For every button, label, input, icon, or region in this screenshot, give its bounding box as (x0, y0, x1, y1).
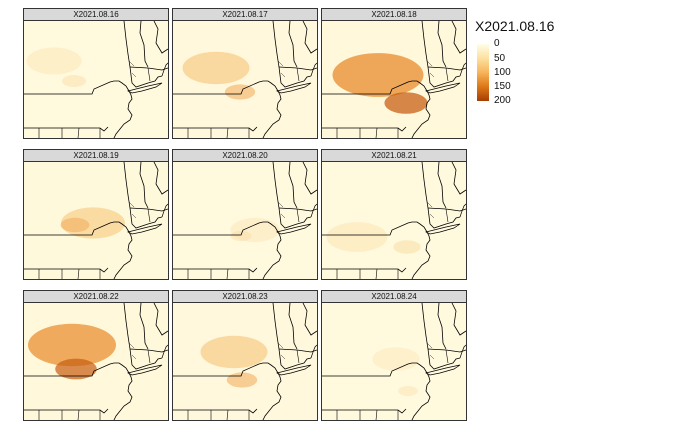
map-svg (322, 21, 466, 138)
map-area (321, 302, 467, 421)
legend-tick-0: 0 (494, 38, 500, 49)
map-panel: X2021.08.17 (172, 8, 318, 139)
map-panel: X2021.08.24 (321, 290, 467, 421)
map-area (172, 20, 318, 139)
map-area (23, 302, 169, 421)
map-panel: X2021.08.19 (23, 149, 169, 280)
panel-title: X2021.08.21 (321, 149, 467, 162)
legend-tick-150: 150 (494, 81, 511, 92)
map-area (23, 20, 169, 139)
map-svg (322, 162, 466, 279)
map-svg (322, 303, 466, 420)
map-area (321, 161, 467, 280)
legend-title: X2021.08.16 (475, 18, 555, 34)
map-svg (173, 162, 317, 279)
map-svg (173, 21, 317, 138)
legend-colorbar (477, 44, 489, 101)
color-legend: X2021.08.16 0 50 100 150 200 (475, 18, 555, 106)
map-svg (24, 162, 168, 279)
map-svg (173, 303, 317, 420)
map-svg (24, 303, 168, 420)
map-panel: X2021.08.20 (172, 149, 318, 280)
map-area (321, 20, 467, 139)
legend-tick-50: 50 (494, 53, 506, 64)
map-panel: X2021.08.23 (172, 290, 318, 421)
map-panel: X2021.08.18 (321, 8, 467, 139)
map-panel: X2021.08.22 (23, 290, 169, 421)
map-panel: X2021.08.16 (23, 8, 169, 139)
map-svg (24, 21, 168, 138)
legend-tick-100: 100 (494, 67, 511, 78)
map-panel: X2021.08.21 (321, 149, 467, 280)
map-area (172, 161, 318, 280)
map-area (172, 302, 318, 421)
legend-tick-200: 200 (494, 95, 511, 106)
map-area (23, 161, 169, 280)
